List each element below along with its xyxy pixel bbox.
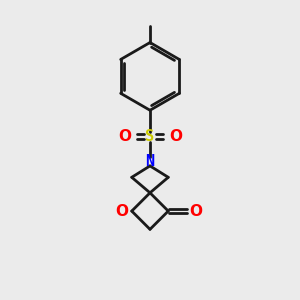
- Text: O: O: [190, 204, 202, 219]
- Text: O: O: [118, 129, 131, 144]
- Text: N: N: [146, 154, 154, 169]
- Text: S: S: [146, 129, 154, 144]
- Text: O: O: [115, 204, 128, 219]
- Text: O: O: [169, 129, 182, 144]
